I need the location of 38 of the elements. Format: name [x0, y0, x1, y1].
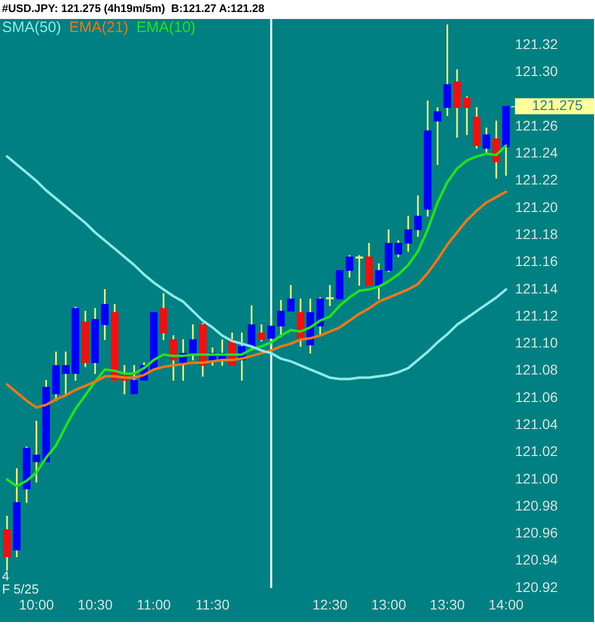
text: EMA(21)	[69, 19, 128, 36]
y-tick-label: 121.32	[515, 36, 558, 52]
candlestick	[434, 107, 442, 165]
y-tick-label: 121.20	[515, 198, 558, 215]
y-tick-label: 121.02	[515, 443, 558, 460]
x-tick-label: 10:30	[78, 596, 113, 612]
candlestick	[150, 312, 158, 370]
y-tick-label: 121.22	[515, 172, 558, 188]
y-tick-label: 121.14	[515, 280, 558, 296]
y-tick-label: 121.10	[515, 334, 558, 351]
y-tick-label: 120.94	[515, 552, 558, 568]
y-tick-label: 121.00	[515, 470, 558, 486]
y-tick-label: 121.24	[515, 144, 558, 161]
y-tick-label: 120.96	[515, 524, 558, 541]
x-tick-label: 13:30	[430, 596, 466, 612]
y-tick-label: 121.30	[515, 63, 558, 80]
x-tick-label: 11:00	[136, 596, 172, 612]
y-tick-label: 121.08	[515, 362, 558, 378]
annotation: 121.275	[532, 97, 583, 114]
x-tick-label: 10:00	[18, 596, 54, 612]
x-tick-label: 12:30	[312, 596, 348, 612]
chart-title: #USD.JPY: 121.275 (4h19m/5m) B:121.27 A:121.28	[2, 3, 264, 16]
y-tick-label: 121.06	[515, 388, 558, 405]
y-tick-label: 121.16	[515, 253, 558, 270]
y-tick-label: 121.18	[515, 226, 558, 242]
x-tick-label: 11:30	[195, 596, 230, 612]
y-tick-label: 121.04	[515, 416, 558, 432]
y-tick-label: 120.98	[515, 497, 558, 514]
text: EMA(10)	[136, 19, 196, 36]
x-tick-label: 13:00	[371, 596, 406, 612]
annotation: 4	[2, 568, 10, 584]
y-tick-label: 121.12	[515, 307, 558, 324]
text: SMA(50)	[2, 19, 62, 36]
y-tick-label: 121.26	[515, 117, 558, 134]
y-tick-label: 120.92	[515, 578, 558, 595]
annotation: F 5/25	[2, 582, 39, 597]
x-tick-label: 14:00	[488, 596, 524, 612]
candlestick	[336, 270, 344, 300]
